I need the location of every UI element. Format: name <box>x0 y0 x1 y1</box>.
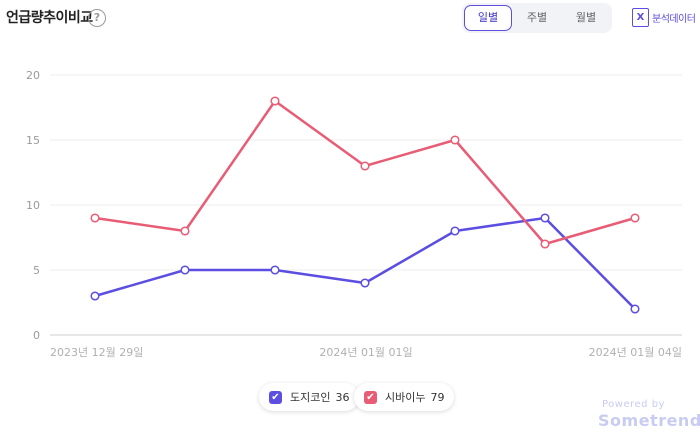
data-point-1 <box>450 135 460 145</box>
tab-monthly[interactable]: 월별 <box>575 11 597 24</box>
data-point-1 <box>540 239 550 249</box>
data-point-0 <box>270 265 280 275</box>
export-data-label: 분석데이터 <box>652 14 696 25</box>
x-tick-label: 2024년 01월 01일 <box>319 345 412 359</box>
series-line-1 <box>93 99 637 246</box>
help-icon[interactable]: ? <box>88 9 106 27</box>
data-point-0 <box>630 304 640 314</box>
y-tick-label: 5 <box>33 264 40 277</box>
data-point-1 <box>360 161 370 171</box>
y-tick-label: 15 <box>26 134 40 147</box>
x-tick-label: 2023년 12월 29일 <box>50 345 143 359</box>
y-tick-label: 10 <box>26 199 40 212</box>
powered-by-label: Powered by <box>602 399 665 410</box>
data-point-1 <box>90 213 100 223</box>
legend-series-total: 79 <box>430 390 445 404</box>
legend-series-name: 도지코인 <box>290 391 331 404</box>
legend-series-total: 36 <box>335 390 350 404</box>
data-point-1 <box>180 226 190 236</box>
data-point-0 <box>180 265 190 275</box>
y-tick-label: 20 <box>26 69 40 82</box>
data-point-1 <box>270 96 280 106</box>
export-data-button[interactable]: X 분석데이터 <box>632 8 696 27</box>
legend-item-dogecoin[interactable]: ✔ 도지코인 36 <box>259 383 360 411</box>
series-line-0 <box>93 216 637 311</box>
brand-logo: Sometrend <box>598 411 700 430</box>
tab-daily[interactable]: 일별 <box>464 5 512 31</box>
tab-weekly[interactable]: 주별 <box>526 11 548 24</box>
data-point-0 <box>450 226 460 236</box>
line-chart: 0 5 10 15 20 2023년 12월 29일 2024년 01월 01일 2024년… <box>26 69 682 359</box>
legend-item-shiba-inu[interactable]: ✔ 시바이누 79 <box>354 383 455 411</box>
period-tabs: 일별 주별 월별 <box>462 3 612 33</box>
data-point-0 <box>360 278 370 288</box>
checkbox-icon: ✔ <box>364 390 377 404</box>
data-point-1 <box>630 213 640 223</box>
data-point-0 <box>540 213 550 223</box>
chart-title: 언급량추이비교 <box>6 10 93 26</box>
legend-series-name: 시바이누 <box>385 391 426 404</box>
data-point-0 <box>90 291 100 301</box>
excel-icon: X <box>632 8 649 27</box>
checkbox-icon: ✔ <box>269 390 282 404</box>
x-tick-label: 2024년 01월 04일 <box>589 345 682 359</box>
y-tick-label: 0 <box>33 329 40 342</box>
